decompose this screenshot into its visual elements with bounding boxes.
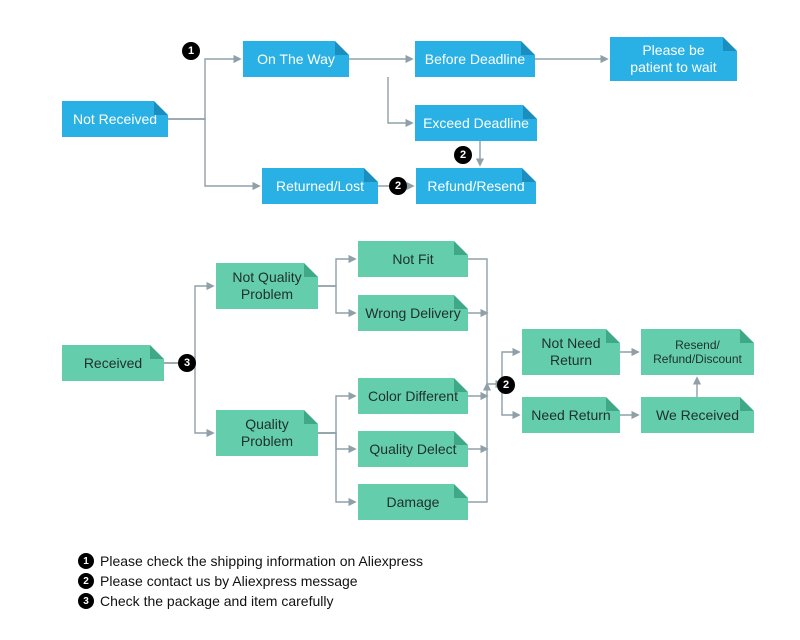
fold-corner-icon (454, 484, 468, 498)
node-wrong_delivery: Wrong Delivery (358, 295, 468, 331)
fold-corner-icon (523, 105, 537, 119)
node-on_the_way: On The Way (243, 41, 349, 77)
fold-corner-icon (723, 37, 737, 51)
legend-row: 2 Please contact us by Aliexpress message (78, 573, 423, 589)
node-label: We Received (656, 407, 739, 424)
fold-corner-icon (522, 168, 536, 182)
fold-corner-icon (521, 41, 535, 55)
node-label: Returned/Lost (276, 178, 364, 195)
fold-corner-icon (454, 378, 468, 392)
legend-badge-icon: 2 (78, 573, 94, 589)
fold-corner-icon (304, 410, 318, 424)
fold-corner-icon (606, 397, 620, 411)
step-badge-1: 1 (182, 42, 200, 60)
fold-corner-icon (740, 397, 754, 411)
node-label: On The Way (257, 51, 335, 68)
node-label: Not Fit (392, 251, 433, 268)
step-badge-2: 2 (454, 146, 472, 164)
node-label: Not Need Return (541, 335, 600, 369)
node-before_deadline: Before Deadline (415, 41, 535, 77)
legend-text: Please check the shipping information on… (100, 553, 423, 569)
legend: 1 Please check the shipping information o… (78, 553, 423, 613)
fold-corner-icon (364, 168, 378, 182)
node-label: Color Different (368, 388, 458, 405)
step-badge-2: 2 (497, 376, 515, 394)
node-refund_resend: Refund/Resend (416, 168, 536, 204)
node-we_received: We Received (641, 397, 754, 433)
node-label: Refund/Resend (427, 178, 524, 195)
node-not_need_return: Not Need Return (522, 329, 620, 375)
node-quality: Quality Problem (216, 410, 318, 456)
fold-corner-icon (335, 41, 349, 55)
legend-badge-icon: 3 (78, 593, 94, 609)
node-label: Not Received (73, 111, 157, 128)
flowchart-canvas: Not Received On The Way Before Deadline Ple… (0, 0, 800, 640)
fold-corner-icon (454, 431, 468, 445)
node-label: Received (84, 355, 142, 372)
node-color_different: Color Different (358, 378, 468, 414)
node-quality_defect: Quality Delect (358, 431, 468, 467)
node-received: Received (62, 345, 164, 381)
node-label: Quality Delect (369, 441, 456, 458)
node-label: Exceed Deadline (423, 115, 529, 132)
fold-corner-icon (304, 263, 318, 277)
fold-corner-icon (150, 345, 164, 359)
node-label: Not Quality Problem (232, 269, 301, 303)
node-need_return: Need Return (522, 397, 620, 433)
node-not_fit: Not Fit (358, 241, 468, 277)
legend-row: 1 Please check the shipping information o… (78, 553, 423, 569)
step-badge-2: 2 (389, 177, 407, 195)
node-label: Wrong Delivery (365, 305, 460, 322)
node-exceed_deadline: Exceed Deadline (415, 105, 537, 141)
node-returned_lost: Returned/Lost (262, 168, 378, 204)
fold-corner-icon (740, 329, 754, 343)
fold-corner-icon (606, 329, 620, 343)
node-damage: Damage (358, 484, 468, 520)
legend-badge-icon: 1 (78, 553, 94, 569)
legend-row: 3 Check the package and item carefully (78, 593, 423, 609)
fold-corner-icon (154, 101, 168, 115)
legend-text: Check the package and item carefully (100, 593, 333, 609)
node-please_wait: Please be patient to wait (610, 37, 737, 81)
node-label: Quality Problem (241, 416, 293, 450)
node-not_quality: Not Quality Problem (216, 263, 318, 309)
step-badge-3: 3 (178, 354, 196, 372)
node-not_received: Not Received (62, 101, 168, 137)
node-label: Need Return (531, 407, 610, 424)
legend-text: Please contact us by Aliexpress message (100, 573, 358, 589)
fold-corner-icon (454, 295, 468, 309)
node-label: Before Deadline (425, 51, 525, 68)
node-resend_refund: Resend/ Refund/Discount (641, 329, 754, 375)
node-label: Damage (387, 494, 440, 511)
fold-corner-icon (454, 241, 468, 255)
node-label: Please be patient to wait (630, 42, 716, 76)
node-label: Resend/ Refund/Discount (653, 338, 742, 367)
